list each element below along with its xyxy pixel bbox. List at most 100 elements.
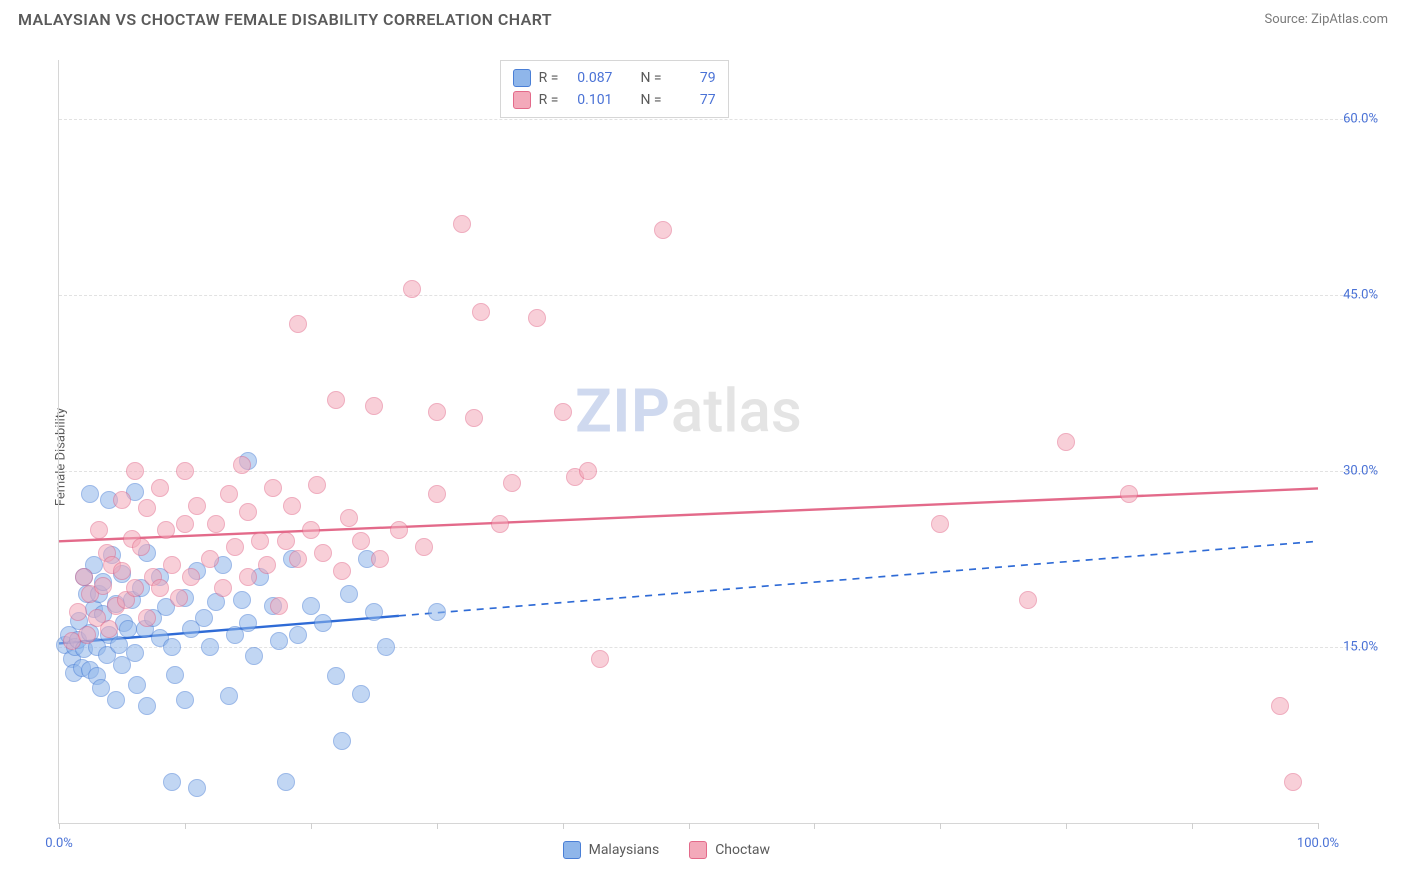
malaysians-point — [428, 603, 446, 621]
choctaw-point — [472, 303, 490, 321]
choctaw-point — [94, 577, 112, 595]
malaysians-point — [270, 632, 288, 650]
malaysians-point — [163, 773, 181, 791]
choctaw-point — [239, 503, 257, 521]
choctaw-point — [69, 603, 87, 621]
malaysians-point — [302, 597, 320, 615]
choctaw-point — [352, 532, 370, 550]
correlation-stats-box: R =0.087N =79R =0.101N =77 — [500, 60, 729, 118]
choctaw-point — [75, 568, 93, 586]
y-tick-label: 15.0% — [1343, 639, 1378, 654]
malaysians-point — [128, 676, 146, 694]
x-tick — [689, 823, 690, 829]
malaysians-point — [352, 685, 370, 703]
malaysians-point — [119, 620, 137, 638]
chart-area: Female Disability ZIPatlas R =0.087N =79… — [18, 40, 1388, 874]
choctaw-point — [453, 215, 471, 233]
malaysians-point — [289, 626, 307, 644]
choctaw-point — [327, 391, 345, 409]
choctaw-point — [176, 515, 194, 533]
malaysians-point — [333, 732, 351, 750]
choctaw-point — [314, 544, 332, 562]
choctaw-point — [283, 497, 301, 515]
stat-r-label: R = — [539, 92, 559, 108]
malaysians-point — [377, 638, 395, 656]
choctaw-point — [371, 550, 389, 568]
choctaw-point — [528, 309, 546, 327]
choctaw-point — [931, 515, 949, 533]
choctaw-point — [403, 280, 421, 298]
stat-r-value: 0.101 — [566, 92, 612, 108]
choctaw-point — [182, 568, 200, 586]
malaysians-point — [277, 773, 295, 791]
choctaw-point — [340, 509, 358, 527]
choctaw-point — [333, 562, 351, 580]
choctaw-point — [100, 620, 118, 638]
choctaw-point — [503, 474, 521, 492]
malaysians-point — [239, 614, 257, 632]
malaysians-point — [201, 638, 219, 656]
choctaw-point — [365, 397, 383, 415]
choctaw-point — [1284, 773, 1302, 791]
choctaw-point — [78, 626, 96, 644]
x-tick — [563, 823, 564, 829]
malaysians-trendline-extrapolated — [399, 541, 1318, 616]
choctaw-point — [251, 532, 269, 550]
choctaw-point — [302, 521, 320, 539]
choctaw-point — [591, 650, 609, 668]
malaysians-point — [188, 779, 206, 797]
choctaw-point — [138, 499, 156, 517]
choctaw-point — [428, 403, 446, 421]
legend-swatch — [689, 841, 707, 859]
watermark: ZIPatlas — [575, 375, 801, 446]
malaysians-point — [81, 485, 99, 503]
legend-label: Malaysians — [589, 842, 660, 858]
stat-n-value: 79 — [670, 70, 716, 86]
choctaw-point — [1271, 697, 1289, 715]
stats-row: R =0.087N =79 — [513, 67, 716, 89]
malaysians-point — [138, 697, 156, 715]
choctaw-point — [491, 515, 509, 533]
watermark-zip: ZIP — [575, 375, 671, 446]
choctaw-point — [113, 562, 131, 580]
choctaw-point — [126, 462, 144, 480]
x-tick — [1066, 823, 1067, 829]
choctaw-point — [1057, 433, 1075, 451]
choctaw-point — [654, 221, 672, 239]
watermark-atlas: atlas — [671, 375, 802, 446]
choctaw-point — [1120, 485, 1138, 503]
choctaw-point — [233, 456, 251, 474]
malaysians-point — [327, 667, 345, 685]
gridline-h — [59, 119, 1378, 120]
choctaw-point — [90, 521, 108, 539]
legend-label: Choctaw — [715, 842, 770, 858]
choctaw-point — [163, 556, 181, 574]
stats-row: R =0.101N =77 — [513, 89, 716, 111]
choctaw-point — [214, 579, 232, 597]
chart-source: Source: ZipAtlas.com — [1264, 12, 1388, 27]
choctaw-point — [1019, 591, 1037, 609]
choctaw-point — [176, 462, 194, 480]
choctaw-point — [415, 538, 433, 556]
malaysians-point — [195, 609, 213, 627]
choctaw-point — [138, 609, 156, 627]
malaysians-point — [314, 614, 332, 632]
choctaw-point — [270, 597, 288, 615]
legend-item: Choctaw — [689, 841, 770, 859]
plot-region: ZIPatlas R =0.087N =79R =0.101N =77 Mala… — [58, 60, 1318, 824]
legend-swatch — [563, 841, 581, 859]
choctaw-point — [277, 532, 295, 550]
stat-n-value: 77 — [670, 92, 716, 108]
x-tick — [814, 823, 815, 829]
choctaw-point — [308, 476, 326, 494]
x-tick — [59, 823, 60, 829]
choctaw-point — [220, 485, 238, 503]
choctaw-point — [151, 579, 169, 597]
choctaw-point — [170, 589, 188, 607]
gridline-h — [59, 295, 1378, 296]
x-tick — [185, 823, 186, 829]
choctaw-point — [126, 579, 144, 597]
choctaw-point — [226, 538, 244, 556]
malaysians-point — [166, 666, 184, 684]
malaysians-point — [233, 591, 251, 609]
